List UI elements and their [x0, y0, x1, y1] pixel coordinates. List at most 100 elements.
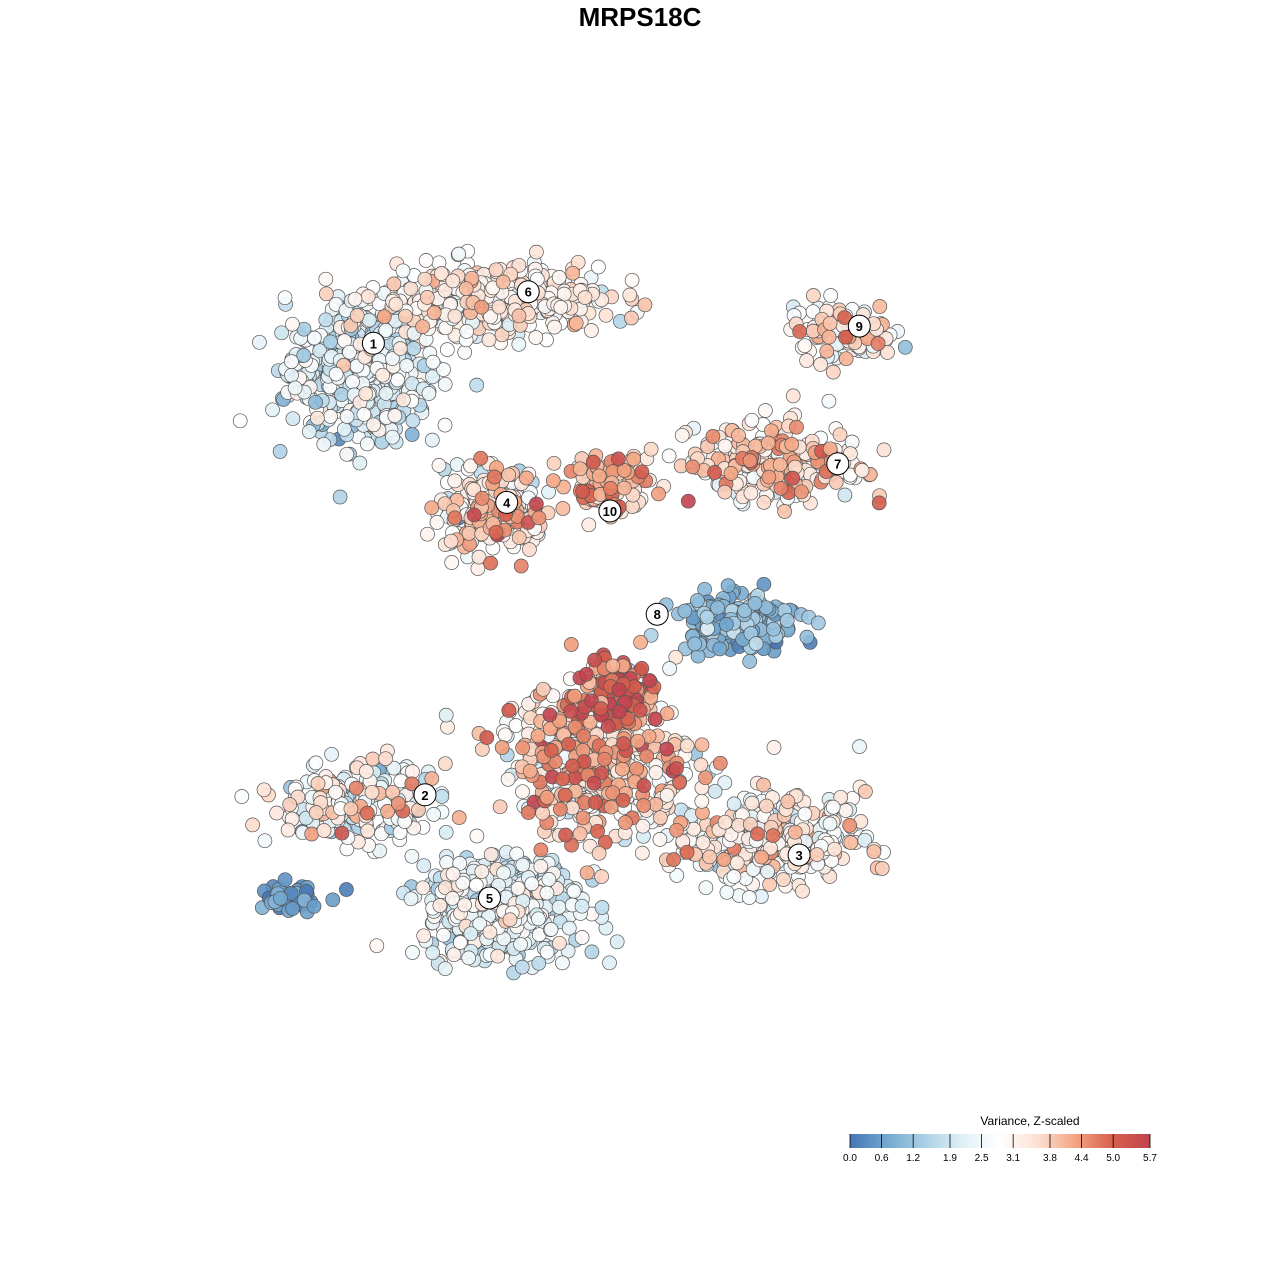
data-point: [458, 281, 474, 297]
data-point: [557, 787, 573, 803]
data-point: [403, 891, 419, 907]
data-point: [438, 707, 454, 723]
data-point: [424, 432, 440, 448]
data-point: [256, 782, 272, 798]
data-point: [553, 300, 569, 315]
data-point: [491, 299, 507, 315]
data-point: [647, 711, 663, 727]
data-point: [799, 629, 815, 645]
data-point: [443, 533, 459, 549]
data-point: [349, 308, 365, 323]
data-point: [810, 615, 826, 631]
data-point: [232, 413, 248, 429]
data-point: [731, 428, 746, 443]
data-point: [304, 826, 320, 842]
colorbar-tick-label: 0.0: [843, 1153, 857, 1164]
data-point: [366, 417, 381, 433]
data-point: [758, 403, 773, 418]
data-point: [729, 855, 745, 871]
data-point: [425, 354, 441, 370]
data-point: [529, 496, 544, 512]
data-point: [636, 798, 651, 813]
data-point: [555, 771, 570, 787]
data-point: [632, 702, 648, 718]
data-point: [572, 461, 588, 477]
data-point: [257, 833, 273, 849]
data-point: [318, 271, 334, 287]
data-point: [712, 755, 728, 771]
data-point: [274, 325, 289, 341]
data-point: [436, 362, 451, 377]
colorbar-tick-label: 0.6: [875, 1153, 889, 1164]
data-point: [481, 332, 497, 348]
data-point: [457, 897, 472, 913]
data-point: [522, 763, 538, 779]
data-point: [431, 458, 447, 473]
data-point: [436, 927, 451, 943]
data-point: [386, 760, 402, 776]
data-point: [511, 530, 527, 545]
data-point: [390, 796, 406, 811]
data-point: [694, 793, 710, 809]
data-point: [497, 727, 513, 743]
data-point: [585, 454, 601, 470]
data-point: [546, 455, 562, 471]
data-point: [447, 308, 463, 324]
data-point: [539, 944, 555, 960]
data-point: [531, 955, 547, 971]
data-point: [438, 824, 454, 840]
data-point: [813, 357, 828, 372]
data-point: [310, 410, 325, 426]
data-point: [710, 600, 725, 616]
data-point: [495, 274, 511, 290]
cluster-label-text: 4: [503, 495, 511, 510]
data-point: [500, 771, 516, 787]
data-point: [679, 738, 695, 754]
data-point: [754, 849, 769, 865]
data-point: [358, 386, 374, 402]
data-point: [301, 424, 317, 439]
data-point: [578, 666, 594, 682]
data-point: [420, 526, 435, 542]
data-point: [872, 299, 888, 314]
data-point: [707, 465, 722, 480]
data-point: [659, 741, 675, 757]
data-point: [563, 637, 579, 652]
data-point: [252, 334, 267, 350]
data-point: [643, 441, 659, 457]
data-point: [615, 793, 631, 808]
data-point: [871, 495, 887, 511]
data-point: [594, 900, 610, 915]
cluster-label-text: 10: [603, 504, 617, 519]
data-point: [611, 451, 626, 467]
data-point: [634, 464, 650, 480]
data-point: [572, 826, 588, 842]
data-point: [323, 409, 338, 424]
data-point: [581, 517, 597, 533]
data-point: [332, 489, 348, 505]
data-point: [533, 859, 549, 874]
data-point: [541, 872, 557, 887]
data-point: [463, 926, 479, 942]
data-point: [345, 374, 360, 390]
data-point: [494, 740, 510, 755]
data-point: [511, 308, 527, 324]
data-point: [360, 823, 376, 839]
data-point: [445, 866, 461, 882]
data-point: [535, 805, 550, 821]
data-point: [535, 681, 551, 697]
data-point: [265, 402, 280, 418]
cluster-label-4: 4: [495, 490, 519, 514]
data-point: [388, 296, 404, 312]
data-point: [324, 746, 339, 762]
data-point: [342, 344, 357, 360]
data-point: [356, 407, 372, 422]
data-point: [515, 740, 530, 756]
data-point: [545, 473, 561, 489]
data-point: [273, 890, 288, 906]
cluster-label-7: 7: [826, 452, 850, 476]
data-point: [705, 429, 721, 444]
data-point: [426, 807, 442, 822]
data-point: [584, 944, 600, 960]
